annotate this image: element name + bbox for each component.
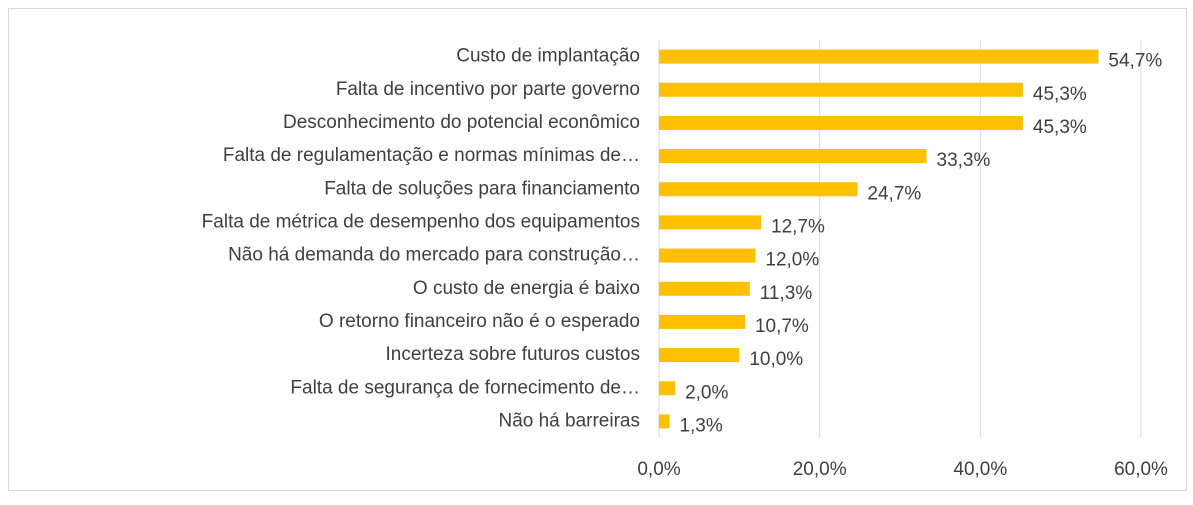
bar (659, 182, 858, 197)
y-tick-label: Falta de segurança de fornecimento de… (290, 377, 640, 398)
value-label: 45,3% (1033, 84, 1087, 105)
y-tick-label: Não há barreiras (498, 410, 640, 431)
y-tick-label: Falta de incentivo por parte governo (336, 79, 640, 100)
bar (659, 281, 750, 296)
bar (659, 248, 756, 263)
value-label: 2,0% (685, 382, 728, 403)
value-label: 33,3% (937, 150, 991, 171)
value-label: 12,0% (765, 250, 819, 271)
y-tick-label: Falta de regulamentação e normas mínimas… (223, 145, 640, 166)
value-label: 10,7% (755, 316, 809, 337)
y-tick-label: O retorno financeiro não é o esperado (319, 311, 640, 332)
y-tick-label: O custo de energia é baixo (413, 278, 640, 299)
y-tick-label: Não há demanda do mercado para construçã… (228, 245, 640, 266)
bar (659, 414, 670, 429)
value-label: 24,7% (867, 183, 921, 204)
x-tick-label: 60,0% (1114, 459, 1168, 480)
y-tick-label: Falta de soluções para financiamento (324, 178, 640, 199)
value-label: 54,7% (1108, 51, 1162, 72)
bar (659, 381, 676, 396)
bar (659, 82, 1023, 97)
value-label: 1,3% (679, 415, 722, 436)
y-tick-label: Desconhecimento do potencial econômico (283, 112, 640, 133)
y-tick-label: Falta de métrica de desempenho dos equip… (202, 211, 640, 232)
x-tick-label: 20,0% (793, 459, 847, 480)
value-label: 45,3% (1033, 117, 1087, 138)
y-tick-label: Custo de implantação (456, 46, 640, 67)
x-tick-label: 0,0% (637, 459, 680, 480)
x-tick-label: 40,0% (953, 459, 1007, 480)
bar (659, 314, 745, 329)
bar (659, 149, 927, 164)
value-label: 12,7% (771, 216, 825, 237)
bar (659, 115, 1023, 130)
value-label: 11,3% (760, 283, 813, 304)
bar (659, 348, 740, 363)
bar (659, 49, 1099, 64)
bar (659, 215, 762, 230)
value-label: 10,0% (749, 349, 803, 370)
y-tick-label: Incerteza sobre futuros custos (385, 344, 640, 365)
